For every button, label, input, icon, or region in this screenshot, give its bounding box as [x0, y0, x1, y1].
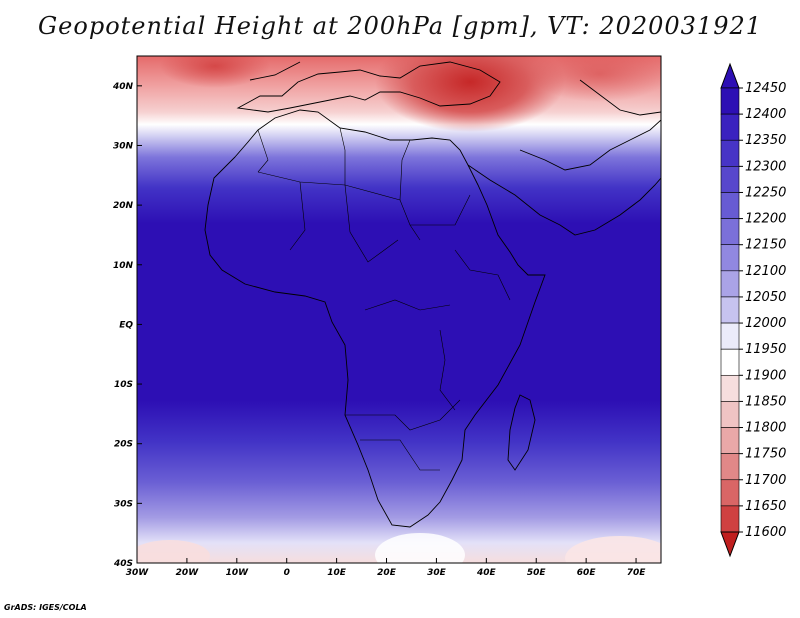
colorbar-bin-2	[720, 139, 740, 167]
lon-label-10W: 10W	[226, 568, 250, 578]
colorbar-label-12050: 12050	[745, 290, 786, 305]
border-car-drc	[364, 299, 451, 311]
lat-label-10N: 10N	[113, 261, 134, 271]
colorbar-bin-13	[720, 427, 740, 454]
colorbar-label-11900: 11900	[745, 368, 786, 383]
colorbar-bin-4	[720, 192, 740, 219]
colorbar-bin-15	[720, 479, 740, 507]
mediterranean-coast	[236, 61, 501, 113]
colorbar-label-12400: 12400	[745, 107, 786, 122]
colorbar-bottom-arrow	[720, 531, 740, 558]
arabia-coast	[467, 164, 661, 236]
border-namibia-botswana	[360, 439, 440, 471]
lat-label-40N: 40N	[112, 82, 134, 92]
colorbar-label-12450: 12450	[745, 81, 786, 96]
colorbar-bin-7	[720, 270, 740, 298]
lon-axis: 30W 20W 10W 0 10E 20E 30E 40E 50E 60E 70E	[126, 558, 646, 578]
page-title: Geopotential Height at 200hPa [gpm], VT:…	[38, 12, 762, 40]
lon-label-60E: 60E	[577, 568, 597, 578]
height-field	[137, 56, 661, 563]
colorbar: 12450 12400 12350 12300 12250 12200 12150 12100…	[720, 62, 786, 558]
colorbar-label-12000: 12000	[745, 316, 786, 331]
high-center-west	[160, 56, 270, 88]
south-lobe-east	[565, 536, 661, 563]
high-center-turkey	[375, 56, 565, 132]
colorbar-label-11750: 11750	[745, 447, 786, 462]
colorbar-bin-11	[720, 374, 740, 402]
colorbar-label-12150: 12150	[745, 238, 786, 253]
colorbar-label-11950: 11950	[745, 342, 786, 357]
lon-label-20W: 20W	[176, 568, 200, 578]
border-sahel-north	[257, 171, 421, 241]
colorbar-label-12250: 12250	[745, 185, 786, 200]
colorbar-label-12300: 12300	[745, 159, 786, 174]
lat-label-30N: 30N	[113, 141, 134, 151]
lat-label-30S: 30S	[114, 499, 133, 509]
lat-label-20N: 20N	[113, 201, 134, 211]
lon-label-40E: 40E	[476, 568, 497, 578]
colorbar-top-arrow	[720, 62, 740, 89]
colorbar-label-11650: 11650	[745, 499, 786, 514]
colorbar-bin-10	[720, 348, 740, 376]
colorbar-bin-1	[720, 113, 740, 141]
border-mali	[289, 181, 306, 251]
lon-label-10E: 10E	[327, 568, 347, 578]
lat-label-20S: 20S	[114, 440, 133, 450]
country-borders	[257, 127, 511, 471]
colorbar-label-11600: 11600	[745, 525, 786, 540]
colorbar-bin-3	[720, 166, 740, 193]
lon-label-30E: 30E	[427, 568, 447, 578]
border-morocco-algeria	[257, 129, 269, 173]
coastlines	[204, 61, 661, 528]
lon-label-0: 0	[284, 568, 290, 578]
south-lobe-center	[375, 533, 465, 563]
lat-label-10S: 10S	[114, 380, 133, 390]
lon-label-30W: 30W	[126, 568, 150, 578]
border-algeria-libya	[339, 127, 346, 185]
colorbar-label-11700: 11700	[745, 473, 786, 488]
caspian-coast	[579, 79, 661, 116]
iberia-coast	[249, 61, 301, 81]
colorbar-label-12200: 12200	[745, 212, 786, 227]
colorbar-label-12100: 12100	[745, 264, 786, 279]
lon-label-20E: 20E	[377, 568, 397, 578]
colorbar-bin-6	[720, 244, 740, 272]
africa-coastline	[204, 109, 546, 528]
gulf-coast	[519, 119, 661, 171]
border-niger-chad	[344, 184, 399, 263]
south-lobe-west	[137, 540, 210, 563]
lat-axis: 40N 30N 20N 10N EQ 10S 20S 30S 40S	[112, 82, 142, 569]
colorbar-bin-5	[720, 218, 740, 246]
high-center-east	[530, 56, 661, 102]
colorbar-bin-14	[720, 453, 740, 481]
border-ethiopia-kenya	[454, 249, 511, 301]
colorbar-label-11850: 11850	[745, 394, 786, 409]
madagascar-coastline	[507, 394, 536, 471]
colorbar-bin-12	[720, 401, 740, 428]
colorbar-bin-0	[720, 87, 740, 115]
lon-label-50E: 50E	[527, 568, 547, 578]
colorbar-label-11800: 11800	[745, 421, 786, 436]
lon-label-70E: 70E	[627, 568, 647, 578]
footer-credit: GrADS: IGES/COLA	[4, 603, 87, 612]
border-angola-zambia	[345, 399, 461, 431]
border-great-lakes	[439, 329, 456, 411]
map-frame	[136, 55, 662, 564]
border-libya-egypt	[399, 139, 411, 201]
border-sudan	[410, 194, 471, 226]
field-background	[137, 56, 661, 563]
lat-label-EQ: EQ	[119, 320, 133, 330]
colorbar-bin-16	[720, 505, 740, 533]
colorbar-bin-8	[720, 296, 740, 324]
colorbar-bin-9	[720, 322, 740, 350]
colorbar-label-12350: 12350	[745, 133, 786, 148]
lat-label-40S: 40S	[113, 559, 133, 569]
